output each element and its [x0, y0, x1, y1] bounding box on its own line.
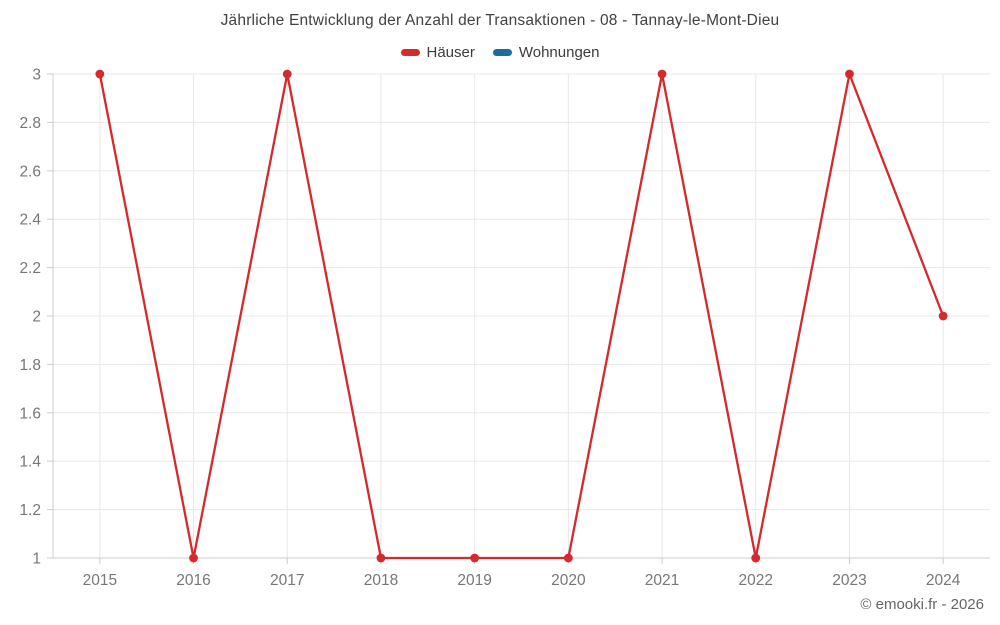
- svg-text:1: 1: [32, 551, 41, 568]
- svg-text:2.6: 2.6: [19, 163, 41, 180]
- svg-text:2015: 2015: [83, 572, 117, 589]
- legend-swatch-wohnungen-icon: [492, 49, 512, 56]
- svg-text:2017: 2017: [270, 572, 304, 589]
- svg-text:2.8: 2.8: [19, 115, 41, 132]
- svg-text:2016: 2016: [176, 572, 210, 589]
- svg-text:2: 2: [32, 309, 41, 326]
- svg-text:1.4: 1.4: [19, 454, 41, 471]
- chart-legend: Häuser Wohnungen: [0, 44, 1000, 61]
- svg-text:2019: 2019: [457, 572, 491, 589]
- chart-title: Jährliche Entwicklung der Anzahl der Tra…: [220, 12, 780, 29]
- svg-text:2023: 2023: [832, 572, 866, 589]
- legend-item-hauser[interactable]: Häuser: [400, 44, 475, 61]
- svg-text:1.2: 1.2: [19, 502, 41, 519]
- legend-swatch-hauser-icon: [400, 49, 420, 56]
- copyright-footer: © emooki.fr - 2026: [860, 596, 984, 613]
- svg-text:2022: 2022: [739, 572, 773, 589]
- svg-text:2021: 2021: [645, 572, 679, 589]
- svg-text:1.6: 1.6: [19, 405, 41, 422]
- legend-label-wohnungen: Wohnungen: [518, 44, 600, 61]
- svg-text:2.4: 2.4: [19, 212, 41, 229]
- legend-item-wohnungen[interactable]: Wohnungen: [492, 44, 600, 61]
- legend-label-hauser: Häuser: [426, 44, 475, 61]
- svg-text:2.2: 2.2: [19, 260, 41, 277]
- svg-text:2018: 2018: [364, 572, 398, 589]
- svg-text:3: 3: [32, 67, 41, 84]
- svg-text:1.8: 1.8: [19, 357, 41, 374]
- svg-text:2024: 2024: [926, 572, 961, 589]
- svg-text:2020: 2020: [551, 572, 586, 589]
